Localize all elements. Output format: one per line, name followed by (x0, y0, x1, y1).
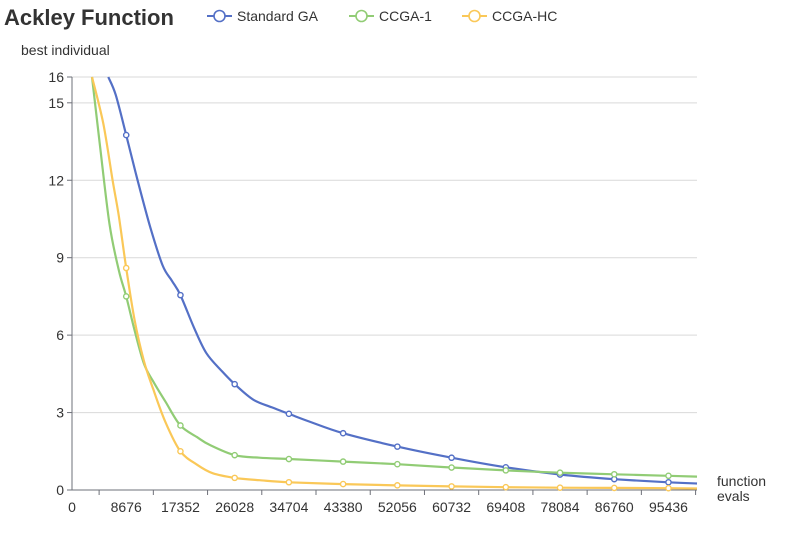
legend-item-ccga-hc: CCGA-HC (462, 8, 557, 24)
series-line-standard-ga (107, 76, 698, 485)
x-tick-label: 86760 (595, 499, 634, 515)
data-point-ccga-hc (448, 483, 455, 490)
data-point-ccga-hc (502, 483, 510, 491)
data-point-ccga-hc (177, 447, 184, 455)
data-point-standard-ga (665, 478, 672, 486)
data-point-standard-ga (122, 131, 130, 139)
data-point-ccga-1 (394, 460, 401, 468)
data-point-ccga-hc (394, 482, 401, 489)
y-tick-label: 15 (48, 95, 64, 111)
y-tick-label: 9 (56, 250, 64, 266)
data-point-ccga-1 (285, 455, 293, 463)
data-point-standard-ga (448, 454, 455, 462)
legend-marker-icon (355, 9, 368, 23)
y-tick-label: 12 (48, 172, 64, 188)
x-tick-label: 17352 (161, 499, 200, 515)
data-point-ccga-hc (339, 480, 347, 488)
data-point-ccga-1 (122, 293, 130, 300)
data-point-ccga-1 (448, 464, 455, 471)
legend-item-ccga-1: CCGA-1 (349, 8, 432, 24)
grid-lines (72, 76, 697, 414)
x-axis-label-line1: function (717, 473, 766, 489)
data-point-ccga-1 (231, 451, 238, 459)
data-point-ccga-1 (177, 422, 184, 429)
x-tick-label: 8676 (111, 499, 142, 515)
data-point-ccga-hc (610, 484, 618, 492)
y-tick-label: 6 (56, 327, 64, 343)
data-point-ccga-1 (556, 469, 564, 477)
data-point-ccga-1 (665, 472, 672, 480)
y-axis-label: best individual (21, 42, 110, 58)
x-tick-label: 0 (68, 499, 76, 515)
data-point-ccga-hc (556, 484, 564, 491)
tick-labels: 0 3 6 9 12 15 16 0 8676 17352 26028 34704 43380 52056… (48, 69, 688, 515)
x-tick-label: 43380 (324, 499, 363, 515)
data-point-standard-ga (394, 443, 401, 450)
legend-marker-icon (468, 9, 481, 23)
x-tick-label: 78084 (541, 499, 580, 515)
series-line-ccga-hc (90, 76, 698, 490)
data-point-ccga-hc (665, 484, 672, 492)
data-point-ccga-1 (610, 470, 618, 478)
axes (67, 76, 697, 495)
x-tick-label: 69408 (486, 499, 525, 515)
data-point-standard-ga (177, 291, 184, 299)
data-point-ccga-1 (502, 467, 510, 474)
chart-title: Ackley Function (4, 5, 174, 30)
data-point-ccga-hc (122, 264, 130, 272)
series-markers (122, 131, 672, 492)
x-tick-label: 26028 (215, 499, 254, 515)
legend-label: Standard GA (237, 8, 319, 24)
x-tick-label: 60732 (432, 499, 471, 515)
legend-label: CCGA-1 (379, 8, 432, 24)
x-tick-label: 95436 (649, 499, 688, 515)
data-point-standard-ga (285, 410, 293, 418)
x-tick-label: 34704 (269, 499, 308, 515)
legend-marker-icon (213, 9, 226, 23)
x-axis-label-line2: evals (717, 488, 750, 504)
y-tick-label: 0 (56, 482, 64, 498)
y-tick-label: 3 (56, 405, 64, 421)
y-tick-label: 16 (48, 69, 64, 85)
x-tick-label: 52056 (378, 499, 417, 515)
series-lines (90, 76, 698, 490)
legend: Standard GA CCGA-1 CCGA-HC (207, 8, 557, 24)
data-point-ccga-hc (285, 478, 293, 486)
data-point-standard-ga (339, 429, 347, 437)
data-point-standard-ga (231, 380, 238, 388)
legend-item-standard-ga: Standard GA (207, 8, 319, 24)
legend-label: CCGA-HC (492, 8, 557, 24)
series-line-ccga-1 (90, 76, 698, 478)
data-point-ccga-hc (231, 474, 238, 482)
data-point-ccga-1 (339, 458, 347, 465)
